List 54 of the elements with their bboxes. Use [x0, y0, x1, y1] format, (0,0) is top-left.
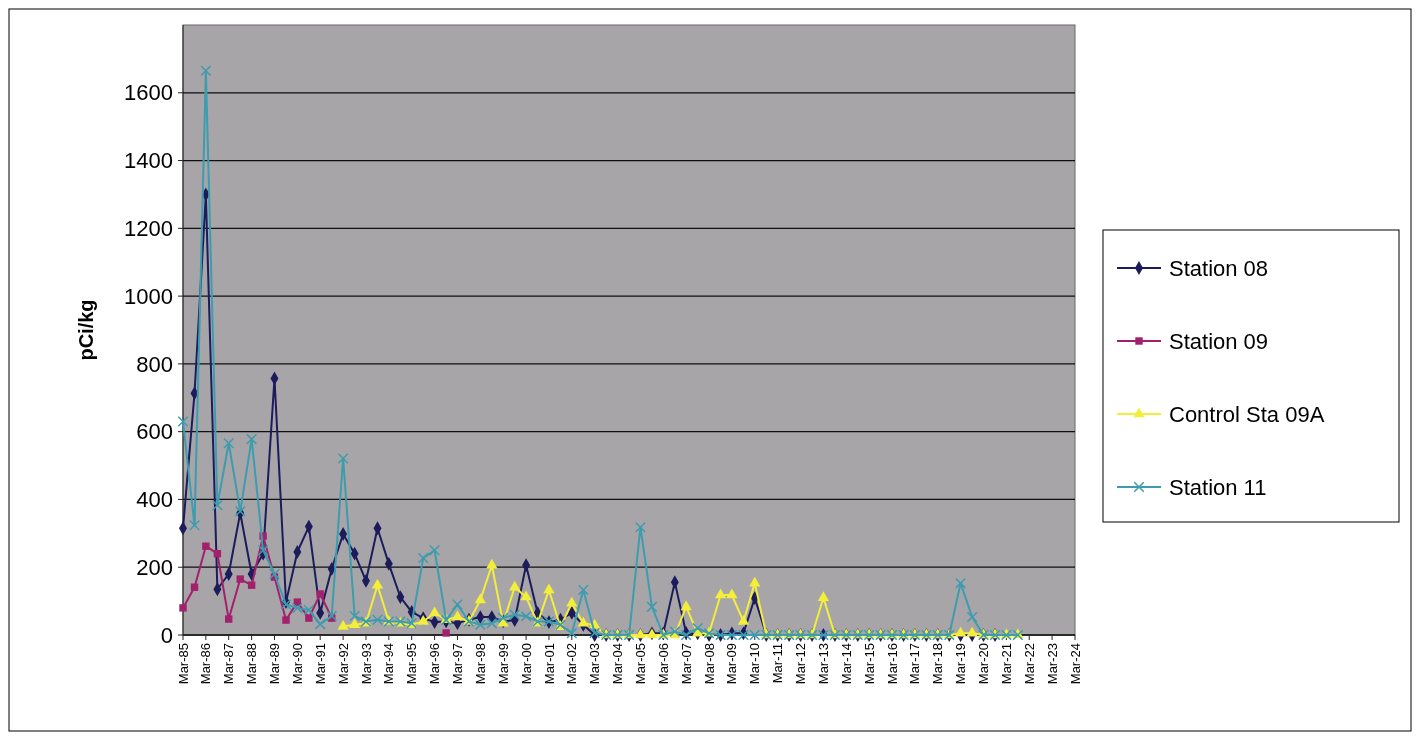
y-tick-label: 0 — [160, 622, 173, 648]
x-tick-label: Mar-00 — [518, 643, 534, 685]
y-tick-label: 1600 — [124, 80, 173, 106]
x-tick-label: Mar-14 — [838, 643, 854, 685]
x-tick-label: Mar-16 — [884, 643, 900, 685]
x-tick-label: Mar-95 — [404, 643, 420, 685]
x-tick-label: Mar-11 — [770, 643, 786, 684]
x-tick-label: Mar-04 — [610, 643, 626, 685]
legend-label: Control Sta 09A — [1169, 401, 1325, 427]
x-tick-label: Mar-13 — [815, 643, 831, 685]
x-tick-label: Mar-12 — [793, 643, 809, 685]
x-tick-label: Mar-98 — [472, 643, 488, 685]
x-tick-label: Mar-88 — [244, 643, 260, 685]
legend-label: Station 08 — [1169, 255, 1269, 281]
x-tick-label: Mar-21 — [998, 643, 1014, 685]
x-tick-label: Mar-22 — [1021, 643, 1037, 685]
y-tick-label: 600 — [136, 419, 173, 445]
x-tick-label: Mar-87 — [221, 643, 237, 685]
x-tick-label: Mar-03 — [587, 643, 603, 685]
x-tick-label: Mar-15 — [861, 643, 877, 685]
x-tick-label: Mar-90 — [289, 643, 305, 685]
x-tick-label: Mar-17 — [907, 643, 923, 685]
y-axis-title: pCi/kg — [75, 299, 97, 361]
x-tick-label: Mar-18 — [930, 643, 946, 685]
x-tick-label: Mar-24 — [1067, 643, 1083, 685]
x-tick-label: Mar-86 — [198, 643, 214, 685]
y-tick-label: 400 — [136, 487, 173, 513]
x-tick-label: Mar-89 — [267, 643, 283, 685]
x-tick-label: Mar-02 — [564, 643, 580, 685]
y-tick-label: 1400 — [124, 148, 173, 174]
legend-label: Station 11 — [1169, 474, 1267, 500]
x-tick-label: Mar-19 — [953, 643, 969, 685]
x-tick-label: Mar-97 — [450, 643, 466, 685]
x-tick-label: Mar-05 — [632, 643, 648, 685]
x-tick-label: Mar-85 — [175, 643, 191, 685]
x-tick-label: Mar-93 — [358, 643, 374, 685]
x-tick-label: Mar-10 — [747, 643, 763, 685]
x-tick-label: Mar-07 — [678, 643, 694, 685]
x-tick-label: Mar-96 — [427, 643, 443, 685]
x-tick-label: Mar-92 — [335, 643, 351, 685]
x-tick-label: Mar-23 — [1044, 643, 1060, 685]
x-tick-label: Mar-20 — [976, 643, 992, 685]
x-tick-label: Mar-09 — [724, 643, 740, 685]
x-tick-label: Mar-91 — [312, 643, 328, 685]
x-tick-label: Mar-06 — [655, 643, 671, 685]
x-tick-label: Mar-01 — [541, 643, 557, 685]
x-tick-label: Mar-94 — [381, 643, 397, 685]
y-tick-label: 200 — [136, 554, 173, 580]
x-tick-label: Mar-08 — [701, 643, 717, 685]
y-tick-label: 1200 — [124, 216, 173, 242]
legend-label: Station 09 — [1169, 328, 1269, 354]
y-tick-label: 1000 — [124, 283, 173, 309]
y-tick-label: 800 — [136, 351, 173, 377]
x-tick-label: Mar-99 — [495, 643, 511, 685]
